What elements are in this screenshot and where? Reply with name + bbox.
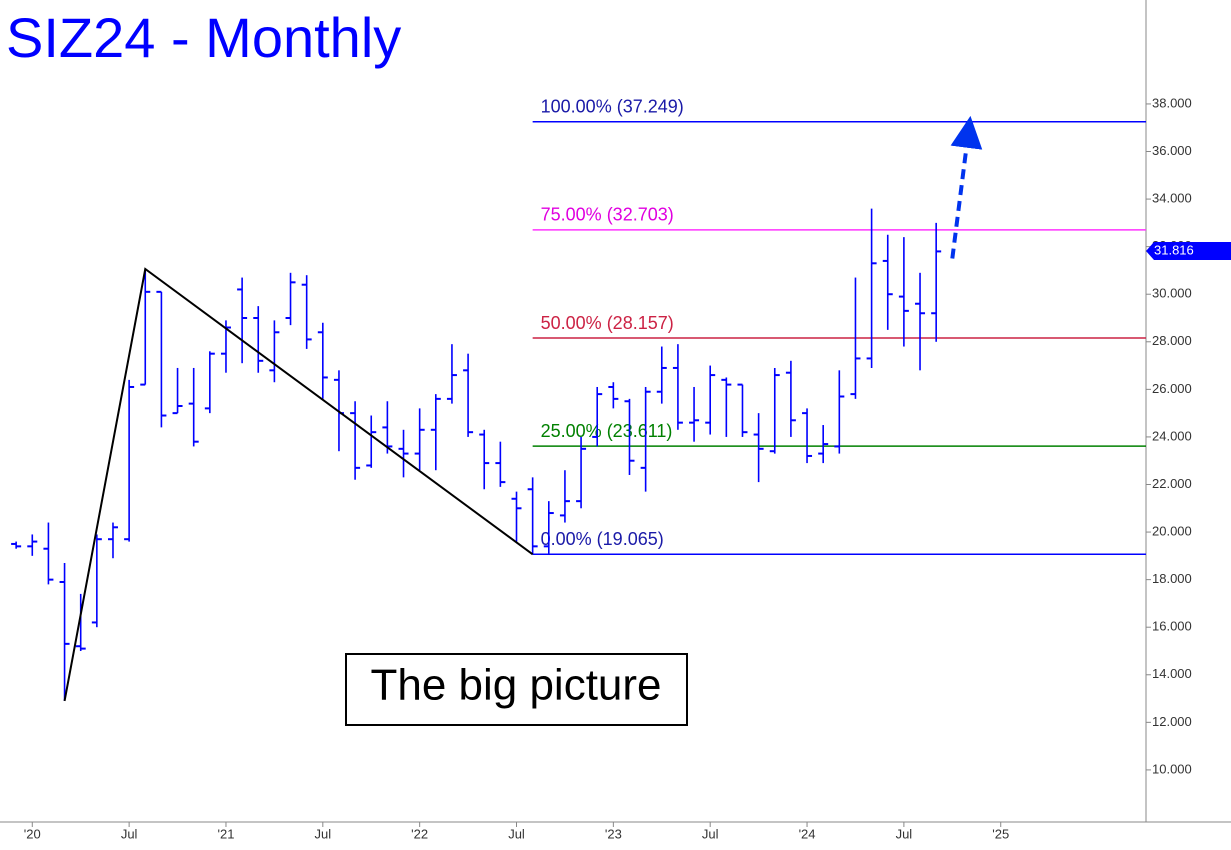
y-tick-label: 28.000	[1152, 333, 1192, 348]
y-tick-label: 12.000	[1152, 714, 1192, 729]
fib-label: 0.00% (19.065)	[541, 529, 664, 549]
x-tick-label: '20	[24, 826, 41, 841]
fib-label: 75.00% (32.703)	[541, 205, 674, 225]
projection-arrow	[950, 115, 983, 259]
x-tick-label: '22	[411, 826, 428, 841]
y-tick-label: 36.000	[1152, 143, 1192, 158]
y-tick-label: 24.000	[1152, 428, 1192, 443]
fib-label: 100.00% (37.249)	[541, 97, 684, 117]
x-tick-label: Jul	[896, 826, 913, 841]
annotation-box	[345, 653, 688, 726]
x-tick-label: Jul	[508, 826, 525, 841]
chart-title: SIZ24 - Monthly	[6, 6, 401, 69]
x-tick-label: '21	[217, 826, 234, 841]
x-tick-label: Jul	[315, 826, 332, 841]
x-tick-label: Jul	[121, 826, 138, 841]
y-tick-label: 26.000	[1152, 381, 1192, 396]
annotation: The big picture	[370, 661, 661, 710]
y-tick-label: 20.000	[1152, 524, 1192, 539]
y-tick-label: 38.000	[1152, 95, 1192, 110]
last-price-label: 31.816	[1154, 242, 1194, 257]
y-tick-label: 34.000	[1152, 191, 1192, 206]
x-tick-label: '25	[992, 826, 1009, 841]
plot: 10.000 12.000 14.000 16.000 18.000 20.000 22.0…	[11, 95, 1192, 841]
fib-label: 25.00% (23.611)	[541, 421, 673, 441]
fib-label: 50.00% (28.157)	[541, 313, 674, 333]
y-tick-label: 16.000	[1152, 619, 1192, 634]
y-tick-label: 30.000	[1152, 286, 1192, 301]
y-tick-label: 18.000	[1152, 571, 1192, 586]
x-tick-label: '24	[799, 826, 816, 841]
y-tick-label: 22.000	[1152, 476, 1192, 491]
last-price-tag	[1146, 242, 1231, 261]
y-tick-label: 14.000	[1152, 666, 1192, 681]
x-tick-label: '23	[605, 826, 622, 841]
y-tick-label: 10.000	[1152, 761, 1192, 776]
x-tick-label: Jul	[702, 826, 719, 841]
trend-line	[63, 267, 534, 702]
